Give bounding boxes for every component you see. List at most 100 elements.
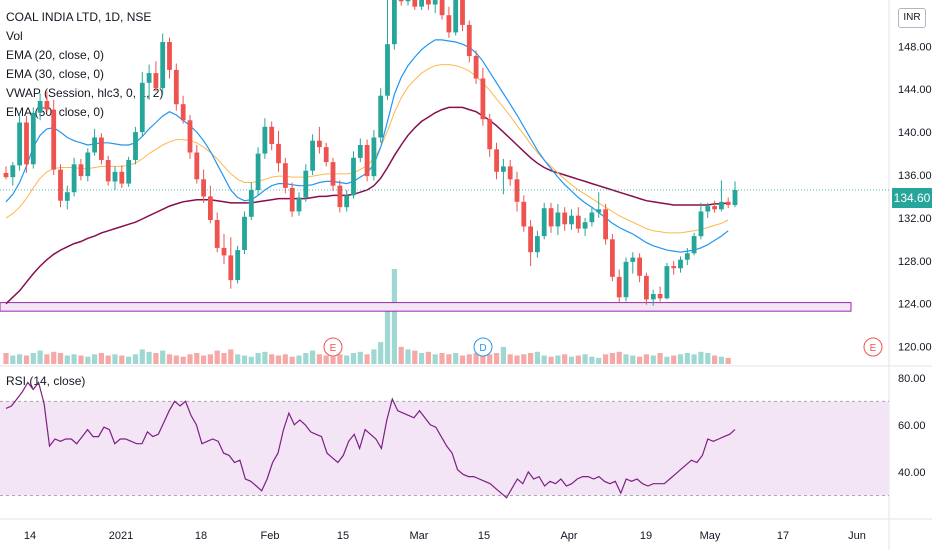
candle-body: [473, 56, 479, 79]
candle-body: [153, 73, 159, 89]
volume-bar: [712, 355, 718, 364]
price-axis-label: 144.00: [898, 84, 932, 96]
candle-body: [105, 160, 111, 182]
candle-body: [310, 140, 315, 171]
candle-body: [64, 192, 70, 201]
volume-bar: [378, 342, 384, 364]
volume-bar: [534, 351, 540, 364]
volume-bar: [425, 351, 431, 364]
candle-body: [24, 122, 29, 165]
volume-bar: [51, 351, 57, 364]
volume-bar: [23, 355, 30, 364]
candle-body: [85, 152, 91, 177]
last-price-tag: 134.60: [892, 188, 932, 208]
candle-body: [405, 0, 411, 2]
indicator-ema20[interactable]: EMA (20, close, 0): [6, 48, 105, 62]
volume-bar: [677, 354, 684, 364]
volume-bar: [657, 353, 663, 364]
volume-bar: [207, 354, 213, 364]
volume-bar: [119, 355, 125, 364]
candle-body: [480, 78, 486, 120]
volume-bar: [269, 354, 275, 364]
time-axis-label: Mar: [410, 530, 429, 542]
volume-bar: [146, 351, 152, 364]
volume-bar: [323, 355, 329, 364]
volume-bar: [650, 355, 656, 364]
support-zone: [0, 302, 852, 312]
candle-body: [460, 0, 465, 25]
rsi-legend[interactable]: RSI (14, close): [6, 374, 86, 388]
time-axis-label: 14: [24, 530, 36, 542]
candle-body: [276, 143, 281, 164]
candle-body: [432, 0, 438, 5]
volume-bar: [92, 354, 98, 364]
candle-body: [725, 201, 731, 205]
volume-bar: [262, 351, 268, 364]
volume-bar: [514, 355, 520, 364]
indicator-vwap[interactable]: VWAP (Session, hlc3, 0, 1, 2): [6, 86, 164, 100]
candle-body: [650, 294, 656, 300]
volume-bar: [616, 351, 622, 364]
volume-bar: [180, 356, 186, 364]
symbol-title[interactable]: COAL INDIA LTD, 1D, NSE: [6, 10, 152, 24]
volume-bar: [589, 356, 595, 364]
candle-body: [173, 69, 179, 105]
indicator-vol[interactable]: Vol: [6, 29, 23, 43]
volume-bar: [405, 349, 411, 364]
price-axis-label: 128.00: [898, 256, 932, 268]
event-marker-circle: [863, 337, 883, 357]
volume-bar: [289, 356, 295, 364]
volume-bar: [446, 354, 452, 364]
volume-bar: [623, 354, 629, 364]
candle-body: [637, 257, 642, 276]
candle-body: [657, 294, 663, 299]
candle-body: [112, 171, 118, 182]
event-marker-circle: [473, 337, 493, 357]
candle-body: [58, 169, 63, 201]
volume-bar: [432, 354, 438, 364]
volume-bar: [725, 357, 731, 364]
volume-bar: [17, 354, 23, 364]
candle-body: [214, 220, 220, 248]
volume-bar: [371, 349, 377, 364]
volume-bar: [691, 354, 697, 364]
candle-body: [507, 166, 513, 180]
candle-body: [487, 119, 493, 150]
volume-bar: [698, 351, 704, 364]
volume-bar: [57, 353, 64, 364]
candle-body: [344, 195, 350, 208]
volume-bar: [98, 353, 104, 364]
volume-bar: [228, 349, 234, 364]
volume-bar: [235, 354, 241, 364]
volume-bar: [337, 354, 343, 364]
ema50-line: [5, 106, 729, 305]
volume-bar: [173, 355, 179, 364]
volume-bar: [275, 355, 282, 364]
candle-body: [201, 179, 206, 197]
volume-bar: [582, 354, 588, 364]
indicator-ema30[interactable]: EMA (30, close, 0): [6, 67, 105, 81]
time-axis-label: 15: [337, 530, 349, 542]
candle-body: [357, 145, 363, 158]
currency-badge[interactable]: INR: [898, 8, 926, 28]
volume-bar: [303, 353, 309, 364]
volume-bar: [419, 353, 425, 364]
event-marker-circle: [323, 337, 343, 357]
candle-body: [678, 259, 683, 269]
volume-bar: [507, 354, 513, 364]
volume-bar: [187, 354, 193, 364]
candle-body: [133, 132, 138, 160]
volume-bar: [85, 356, 91, 364]
candle-body: [610, 239, 615, 277]
volume-bar: [64, 355, 70, 364]
volume-bar: [241, 355, 248, 364]
candle-body: [412, 0, 418, 7]
volume-bar: [214, 350, 220, 364]
candle-body: [248, 190, 254, 217]
volume-bar: [568, 356, 575, 364]
candle-body: [269, 126, 275, 144]
price-axis-label: 140.00: [898, 127, 932, 139]
rsi-axis-label: 80.00: [898, 373, 926, 385]
time-axis-label: 18: [195, 530, 207, 542]
